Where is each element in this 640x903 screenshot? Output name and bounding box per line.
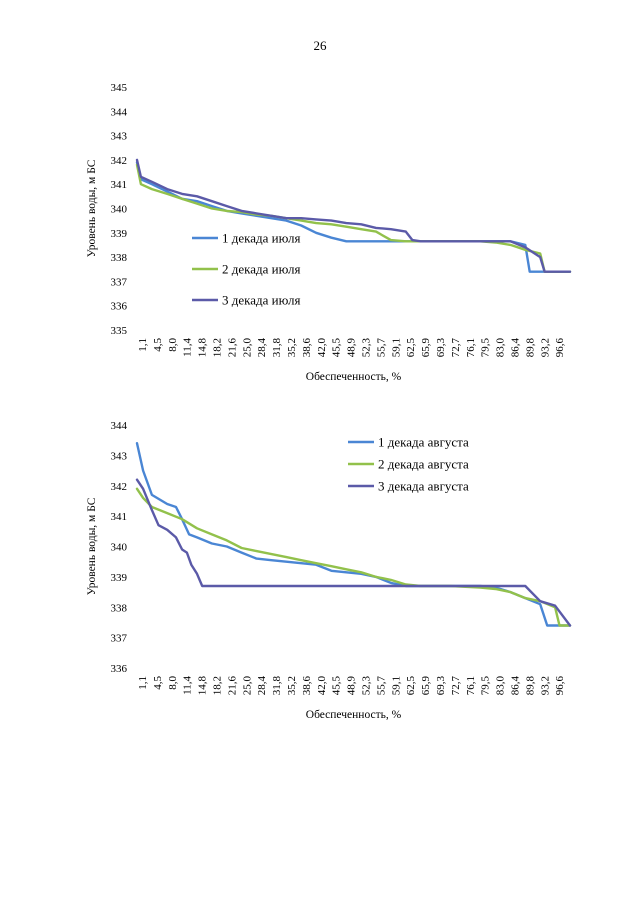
x-tick-label: 8,0 bbox=[167, 338, 179, 352]
x-tick-label: 28,4 bbox=[256, 338, 268, 358]
x-tick-label: 21,6 bbox=[226, 338, 238, 358]
x-tick-label: 69,3 bbox=[435, 338, 447, 358]
x-tick-label: 83,0 bbox=[495, 337, 507, 357]
series-line-3 bbox=[135, 478, 572, 627]
x-tick-label: 83,0 bbox=[495, 676, 507, 696]
x-tick-label: 96,6 bbox=[554, 676, 566, 696]
y-tick-label: 340 bbox=[111, 204, 128, 216]
x-tick-label: 62,5 bbox=[405, 676, 417, 696]
x-tick-label: 31,8 bbox=[271, 676, 283, 696]
series-line-2 bbox=[135, 487, 572, 627]
x-tick-label: 55,7 bbox=[375, 676, 387, 696]
y-tick-label: 336 bbox=[111, 663, 128, 675]
x-tick-label: 1,1 bbox=[137, 676, 149, 690]
x-tick-label: 52,3 bbox=[361, 338, 373, 358]
y-tick-label: 343 bbox=[111, 450, 128, 462]
y-tick-label: 338 bbox=[111, 602, 128, 614]
y-tick-label: 339 bbox=[111, 572, 128, 584]
x-tick-label: 89,8 bbox=[524, 338, 536, 358]
x-tick-label: 11,4 bbox=[182, 676, 194, 695]
x-tick-label: 45,5 bbox=[331, 338, 343, 358]
x-tick-label: 42,0 bbox=[316, 338, 328, 358]
x-tick-label: 72,7 bbox=[450, 676, 462, 696]
x-tick-label: 59,1 bbox=[390, 676, 402, 695]
y-tick-label: 339 bbox=[111, 228, 128, 240]
x-tick-label: 55,7 bbox=[375, 338, 387, 358]
page-number: 26 bbox=[313, 38, 327, 53]
y-tick-label: 341 bbox=[111, 179, 128, 191]
y-axis-title: Уровень воды, м БС bbox=[86, 497, 98, 595]
x-tick-label: 1,1 bbox=[137, 338, 149, 352]
x-tick-label: 8,0 bbox=[167, 676, 179, 690]
x-tick-label: 18,2 bbox=[212, 338, 224, 357]
y-tick-label: 345 bbox=[111, 82, 128, 94]
x-tick-label: 59,1 bbox=[390, 338, 402, 357]
x-tick-label: 42,0 bbox=[316, 676, 328, 696]
x-tick-label: 35,2 bbox=[286, 338, 298, 357]
y-axis-title: Уровень воды, м БС bbox=[86, 159, 98, 257]
series-line-1 bbox=[135, 161, 572, 273]
x-tick-label: 25,0 bbox=[241, 676, 253, 696]
x-tick-label: 79,5 bbox=[480, 338, 492, 358]
x-tick-label: 62,5 bbox=[405, 338, 417, 358]
y-tick-label: 336 bbox=[111, 301, 128, 313]
x-tick-label: 4,5 bbox=[152, 338, 164, 352]
legend-label-2: 2 декада июля bbox=[222, 262, 300, 277]
x-tick-label: 76,1 bbox=[465, 676, 477, 695]
x-tick-label: 65,9 bbox=[420, 338, 432, 358]
x-tick-label: 28,4 bbox=[256, 676, 268, 696]
series-line-1 bbox=[135, 442, 572, 627]
x-tick-label: 69,3 bbox=[435, 676, 447, 696]
x-tick-label: 11,4 bbox=[182, 338, 194, 357]
y-tick-label: 342 bbox=[111, 155, 128, 167]
series-line-2 bbox=[135, 163, 572, 273]
y-tick-label: 341 bbox=[111, 511, 128, 523]
x-tick-label: 52,3 bbox=[361, 676, 373, 696]
x-tick-label: 25,0 bbox=[241, 338, 253, 358]
y-tick-label: 338 bbox=[111, 252, 128, 264]
x-tick-label: 72,7 bbox=[450, 338, 462, 358]
x-tick-label: 21,6 bbox=[226, 676, 238, 696]
y-tick-label: 344 bbox=[111, 106, 128, 118]
x-tick-label: 76,1 bbox=[465, 338, 477, 357]
y-tick-label: 342 bbox=[111, 481, 128, 493]
x-axis-title: Обеспеченность, % bbox=[306, 371, 402, 383]
y-tick-label: 337 bbox=[111, 633, 128, 645]
legend-label-1: 1 декада июля bbox=[222, 231, 300, 246]
series-line-3 bbox=[135, 158, 572, 273]
legend-label-3: 3 декада августа bbox=[378, 479, 469, 494]
legend-label-2: 2 декада августа bbox=[378, 457, 469, 472]
x-tick-label: 14,8 bbox=[197, 676, 209, 696]
y-tick-label: 343 bbox=[111, 131, 128, 143]
x-tick-label: 93,2 bbox=[539, 338, 551, 357]
x-tick-label: 31,8 bbox=[271, 338, 283, 358]
y-tick-label: 337 bbox=[111, 276, 128, 288]
x-tick-label: 38,6 bbox=[301, 676, 313, 696]
x-tick-label: 48,9 bbox=[346, 676, 358, 696]
x-tick-label: 93,2 bbox=[539, 676, 551, 695]
chart-august: 336 337 338 339 340 341 342 343 344 1,1 4,5 8,0 11,4… bbox=[86, 420, 572, 721]
x-tick-label: 89,8 bbox=[524, 676, 536, 696]
x-tick-label: 86,4 bbox=[510, 676, 522, 696]
y-tick-label: 340 bbox=[111, 542, 128, 554]
x-tick-label: 38,6 bbox=[301, 338, 313, 358]
x-tick-label: 45,5 bbox=[331, 676, 343, 696]
x-tick-label: 65,9 bbox=[420, 676, 432, 696]
x-tick-label: 35,2 bbox=[286, 676, 298, 695]
x-tick-label: 86,4 bbox=[510, 338, 522, 358]
x-tick-label: 4,5 bbox=[152, 676, 164, 690]
y-tick-label: 344 bbox=[111, 420, 128, 432]
y-tick-label: 335 bbox=[111, 325, 128, 337]
x-tick-label: 96,6 bbox=[554, 338, 566, 358]
x-tick-label: 48,9 bbox=[346, 338, 358, 358]
legend-label-1: 1 декада августа bbox=[378, 435, 469, 450]
x-axis-title: Обеспеченность, % bbox=[306, 709, 402, 721]
x-tick-label: 14,8 bbox=[197, 338, 209, 358]
x-tick-label: 79,5 bbox=[480, 676, 492, 696]
legend-label-3: 3 декада июля bbox=[222, 293, 300, 308]
x-tick-label: 18,2 bbox=[212, 676, 224, 695]
